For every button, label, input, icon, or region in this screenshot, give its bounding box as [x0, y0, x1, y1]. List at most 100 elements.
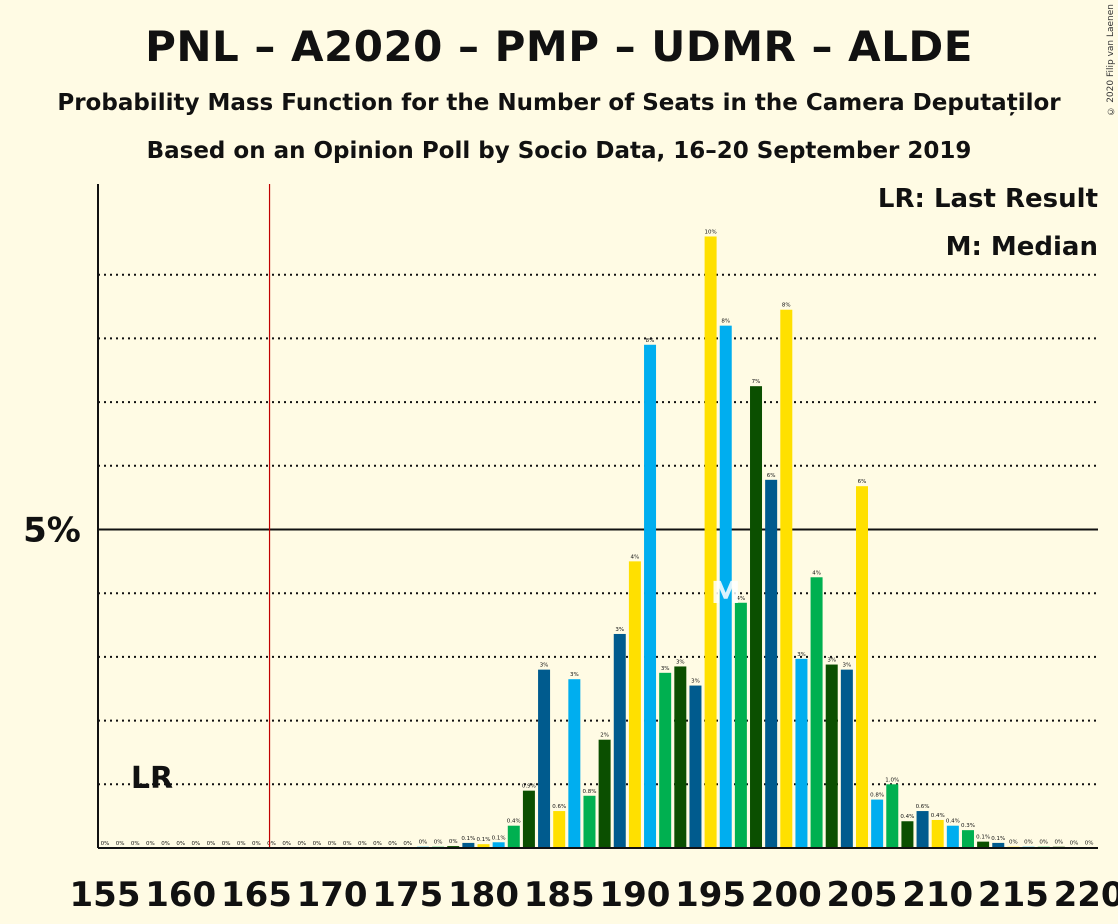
data-label: 0.4% — [900, 814, 914, 820]
data-label: 0% — [1070, 840, 1079, 846]
data-label: 0% — [282, 841, 291, 847]
data-label: 0.9% — [522, 784, 536, 790]
data-label: 0.1% — [492, 835, 506, 841]
data-label: 3% — [691, 679, 700, 685]
x-tick-label: 165 — [221, 875, 292, 915]
bar — [795, 658, 808, 848]
data-label: 0% — [267, 841, 276, 847]
data-label: 0.8% — [870, 793, 884, 799]
data-label: 10% — [704, 229, 716, 235]
data-label: 0% — [1054, 840, 1063, 846]
bar — [765, 479, 778, 848]
bar — [916, 811, 929, 848]
bar — [992, 842, 1005, 848]
bar — [507, 825, 520, 848]
bar — [825, 664, 838, 848]
x-tick-label: 155 — [70, 875, 141, 915]
data-label: 0% — [131, 841, 140, 847]
data-label: 8% — [721, 319, 730, 325]
data-label: 0% — [1009, 840, 1018, 846]
x-tick-label: 170 — [297, 875, 368, 915]
legend-last-result: LR: Last Result — [877, 184, 1098, 214]
x-tick-label: 180 — [448, 875, 519, 915]
x-tick-label: 160 — [145, 875, 216, 915]
x-tick-label: 205 — [827, 875, 898, 915]
chart-subtitle: Probability Mass Function for the Number… — [57, 90, 1061, 116]
bar — [553, 811, 566, 848]
data-label: 0% — [252, 841, 261, 847]
data-label: 0% — [343, 841, 352, 847]
bar — [886, 784, 899, 848]
bar — [856, 486, 868, 848]
last-result-label: LR — [131, 761, 173, 796]
data-label: 0% — [191, 841, 200, 847]
bar — [613, 633, 626, 848]
bar — [871, 799, 884, 848]
data-label: 0.1% — [991, 836, 1005, 842]
data-label: 0% — [222, 841, 231, 847]
data-label: 0% — [358, 841, 367, 847]
y-tick-label: 5% — [23, 511, 81, 551]
bar — [659, 672, 672, 848]
data-label: 6% — [858, 479, 867, 485]
data-label: 0% — [1039, 840, 1048, 846]
bar — [644, 344, 657, 848]
x-tick-label: 190 — [599, 875, 670, 915]
data-label: 0.1% — [461, 836, 475, 842]
bar — [674, 666, 687, 848]
data-label: 0% — [434, 840, 443, 846]
data-label: 3% — [676, 659, 685, 665]
bar — [977, 841, 990, 848]
data-label: 0% — [1085, 840, 1094, 846]
median-marker: M — [711, 576, 741, 611]
bar — [961, 830, 974, 848]
data-label: 0% — [449, 839, 458, 845]
data-label: 0% — [1024, 840, 1033, 846]
data-label: 0% — [116, 841, 125, 847]
data-label: 0% — [373, 841, 382, 847]
x-tick-label: 195 — [675, 875, 746, 915]
bar — [750, 386, 763, 848]
data-label: 1.0% — [885, 777, 899, 783]
data-label: 0.1% — [976, 835, 990, 841]
data-label: 3% — [570, 672, 579, 678]
bar — [734, 602, 747, 848]
data-label: 3% — [661, 666, 670, 672]
data-label: 0% — [207, 841, 216, 847]
data-label: 4% — [631, 554, 640, 560]
bar — [689, 685, 702, 848]
data-label: 0.4% — [507, 819, 521, 825]
data-label: 0% — [419, 840, 428, 846]
data-label: 3% — [827, 658, 836, 664]
data-label: 0% — [146, 841, 155, 847]
x-tick-label: 220 — [1054, 875, 1118, 915]
data-label: 6% — [767, 473, 776, 479]
bar — [583, 795, 596, 848]
bar — [946, 825, 959, 848]
data-label: 0.4% — [946, 819, 960, 825]
x-tick-label: 200 — [751, 875, 822, 915]
bar — [522, 790, 535, 848]
data-label: 0.8% — [582, 789, 596, 795]
legend-median: M: Median — [945, 232, 1098, 262]
data-label: 0.4% — [931, 813, 945, 819]
x-tick-label: 215 — [978, 875, 1049, 915]
chart-source: Based on an Opinion Poll by Socio Data, … — [146, 138, 972, 164]
bar — [492, 842, 505, 848]
data-label: 8% — [782, 303, 791, 309]
data-label: 0% — [313, 841, 322, 847]
bar — [840, 669, 853, 848]
data-label: 3% — [842, 663, 851, 669]
data-label: 0.3% — [961, 823, 975, 829]
data-label: 3% — [797, 652, 806, 658]
bar — [462, 842, 475, 848]
x-tick-label: 210 — [902, 875, 973, 915]
bar — [901, 821, 914, 848]
chart-title: PNL – A2020 – PMP – UDMR – ALDE — [145, 22, 973, 71]
bar — [628, 561, 641, 848]
data-label: 0.1% — [477, 837, 491, 843]
bar — [477, 844, 490, 848]
bar — [538, 669, 551, 848]
data-label: 2% — [600, 733, 609, 739]
